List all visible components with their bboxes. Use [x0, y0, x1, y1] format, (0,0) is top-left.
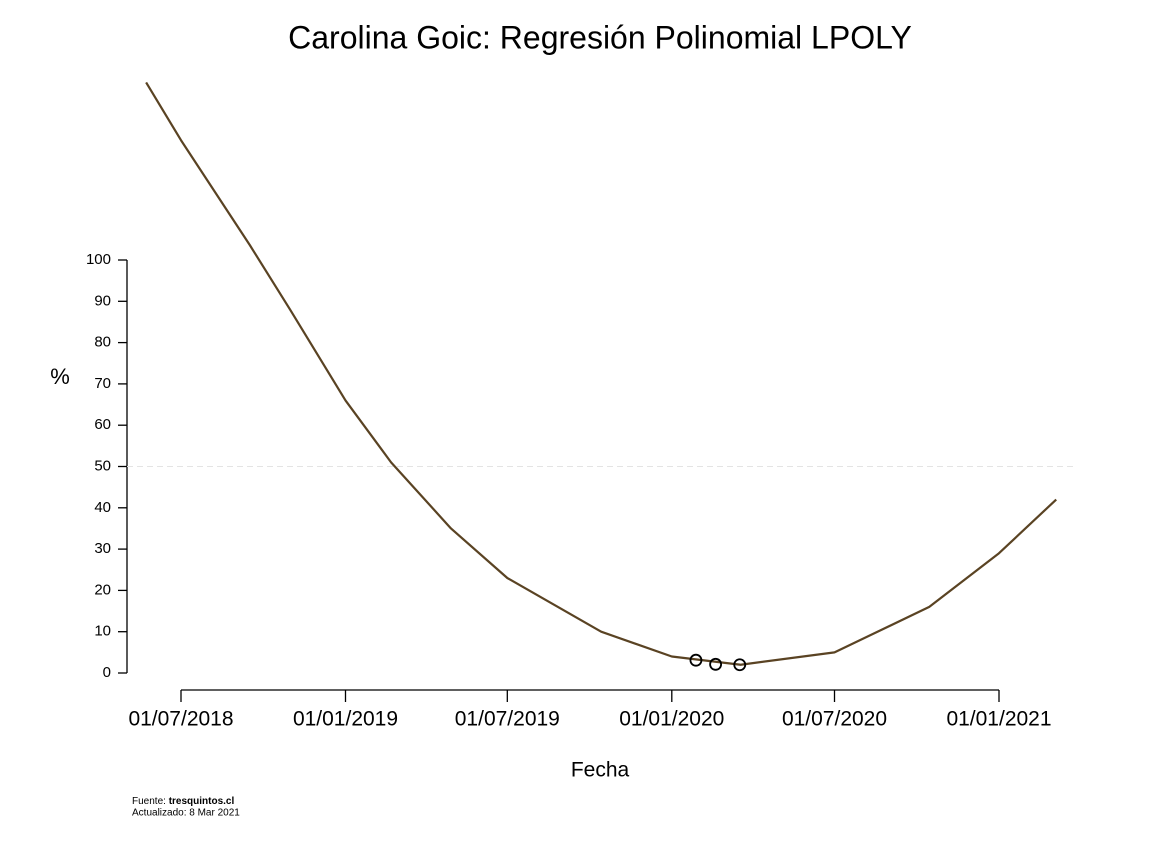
- y-tick-label: 80: [94, 334, 111, 351]
- source: Fuente: tresquintos.cl: [132, 796, 234, 807]
- x-tick-label: 01/01/2021: [946, 708, 1051, 731]
- fit-line: [145, 81, 1057, 666]
- y-tick-label: 50: [94, 457, 111, 474]
- data-point: [709, 657, 723, 671]
- y-tick-label: 30: [94, 540, 111, 557]
- y-tick-label: 70: [94, 375, 111, 392]
- x-axis-label: Fecha: [571, 759, 630, 782]
- data-point: [733, 658, 747, 672]
- y-axis-label: %: [50, 364, 70, 389]
- y-tick-label: 40: [94, 499, 111, 516]
- x-tick-label: 01/07/2019: [455, 708, 560, 731]
- chart-title: Carolina Goic: Regresión Polinomial LPOL…: [288, 19, 912, 55]
- source-label: Fuente:: [132, 796, 166, 807]
- y-tick-label: 100: [86, 251, 111, 268]
- x-tick-label: 01/07/2018: [128, 708, 233, 731]
- y-tick-label: 60: [94, 416, 111, 433]
- y-tick-label: 10: [94, 623, 111, 640]
- y-tick-label: 90: [94, 292, 111, 309]
- source-name: tresquintos.cl: [169, 796, 235, 807]
- x-tick-label: 01/01/2020: [619, 708, 724, 731]
- data-point: [689, 653, 703, 667]
- x-tick-label: 01/01/2019: [293, 708, 398, 731]
- updated: Actualizado: 8 Mar 2021: [132, 808, 240, 819]
- y-tick-label: 20: [94, 581, 111, 598]
- x-tick-label: 01/07/2020: [782, 708, 887, 731]
- y-tick-label: 0: [103, 664, 111, 681]
